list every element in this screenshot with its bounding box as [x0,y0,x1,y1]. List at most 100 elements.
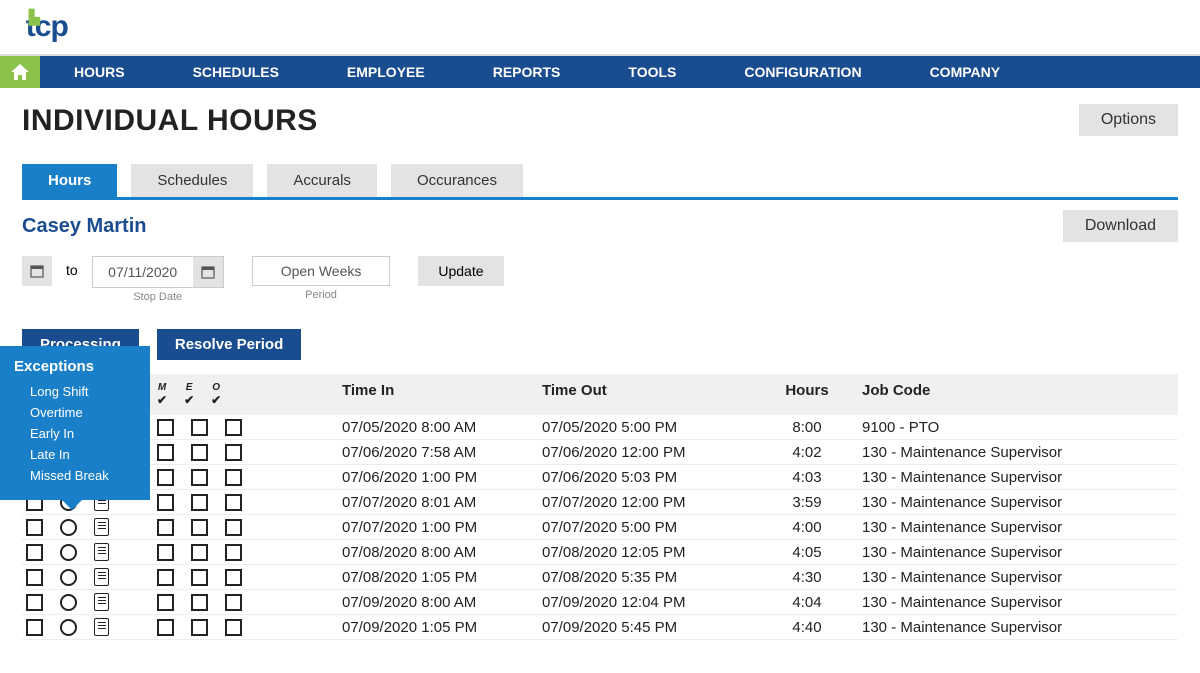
row-checkbox[interactable] [26,519,43,536]
cell-time-in: 07/07/2020 8:01 AM [342,494,542,511]
row-checkbox[interactable] [26,569,43,586]
status-indicator-icon[interactable] [60,544,77,561]
row-checkbox[interactable] [26,619,43,636]
approval-checkbox[interactable] [225,419,242,436]
resolve-period-button[interactable]: Resolve Period [157,329,301,360]
nav-employee[interactable]: EMPLOYEE [313,56,459,88]
employee-name: Casey Martin [22,215,147,238]
nav-hours[interactable]: HOURS [40,56,159,88]
note-icon[interactable] [94,518,109,536]
nav-schedules[interactable]: SCHEDULES [159,56,313,88]
period-caption: Period [305,289,337,301]
status-indicator-icon[interactable] [60,569,77,586]
tabs-row: Hours Schedules Accurals Occurances [22,164,1178,200]
cell-time-in: 07/08/2020 1:05 PM [342,569,542,586]
approval-checkbox[interactable] [191,419,208,436]
cell-time-out: 07/07/2020 12:00 PM [542,494,752,511]
stop-date-calendar-icon[interactable] [193,257,223,287]
stop-date-input[interactable] [93,258,193,286]
cell-hours: 4:02 [752,444,862,461]
table-row: 07/09/2020 1:05 PM07/09/2020 5:45 PM4:40… [22,615,1178,640]
exception-overtime[interactable]: Overtime [14,402,134,423]
update-button[interactable]: Update [418,256,503,286]
approval-checkbox[interactable] [225,494,242,511]
nav-company[interactable]: COMPANY [896,56,1035,88]
cell-hours: 4:30 [752,569,862,586]
approval-checkbox[interactable] [157,444,174,461]
table-row: 07/07/2020 1:00 PM07/07/2020 5:00 PM4:00… [22,515,1178,540]
cell-job-code: 130 - Maintenance Supervisor [862,619,1178,636]
cell-time-in: 07/06/2020 1:00 PM [342,469,542,486]
col-e-icon: E✔ [184,382,194,407]
start-date-calendar-icon[interactable] [22,256,52,286]
cell-time-out: 07/06/2020 5:03 PM [542,469,752,486]
approval-checkbox[interactable] [157,544,174,561]
home-button[interactable] [0,56,40,88]
tab-accurals[interactable]: Accurals [267,164,377,197]
nav-configuration[interactable]: CONFIGURATION [710,56,895,88]
cell-time-in: 07/07/2020 1:00 PM [342,519,542,536]
cell-hours: 3:59 [752,494,862,511]
approval-checkbox[interactable] [157,594,174,611]
status-indicator-icon[interactable] [60,519,77,536]
approval-checkbox[interactable] [191,594,208,611]
approval-checkbox[interactable] [225,594,242,611]
exception-early-in[interactable]: Early In [14,423,134,444]
cell-hours: 8:00 [752,419,862,436]
tab-occurances[interactable]: Occurances [391,164,523,197]
row-checkbox[interactable] [26,594,43,611]
cell-time-out: 07/08/2020 12:05 PM [542,544,752,561]
approval-checkbox[interactable] [225,469,242,486]
cell-job-code: 130 - Maintenance Supervisor [862,519,1178,536]
approval-checkbox[interactable] [225,444,242,461]
cell-time-in: 07/08/2020 8:00 AM [342,544,542,561]
tab-schedules[interactable]: Schedules [131,164,253,197]
exceptions-popup: Exceptions Long ShiftOvertimeEarly InLat… [0,346,150,500]
nav-reports[interactable]: REPORTS [459,56,595,88]
cell-time-out: 07/06/2020 12:00 PM [542,444,752,461]
exception-long-shift[interactable]: Long Shift [14,381,134,402]
approval-checkbox[interactable] [191,444,208,461]
nav-tools[interactable]: TOOLS [594,56,710,88]
col-o-icon: O✔ [211,382,221,407]
approval-checkbox[interactable] [157,494,174,511]
table-header: s M✔ E✔ O✔ Time In Time Out Hours Job Co… [22,374,1178,415]
approval-checkbox[interactable] [157,569,174,586]
note-icon[interactable] [94,568,109,586]
cell-job-code: 9100 - PTO [862,419,1178,436]
cell-time-in: 07/06/2020 7:58 AM [342,444,542,461]
approval-checkbox[interactable] [225,519,242,536]
row-checkbox[interactable] [26,544,43,561]
approval-checkbox[interactable] [225,544,242,561]
approval-checkbox[interactable] [191,469,208,486]
period-button[interactable]: Open Weeks [252,256,391,286]
cell-hours: 4:04 [752,594,862,611]
approval-checkbox[interactable] [191,569,208,586]
approval-checkbox[interactable] [191,519,208,536]
cell-job-code: 130 - Maintenance Supervisor [862,594,1178,611]
exception-late-in[interactable]: Late In [14,444,134,465]
status-indicator-icon[interactable] [60,619,77,636]
options-button[interactable]: Options [1079,104,1178,136]
approval-checkbox[interactable] [157,519,174,536]
tab-hours[interactable]: Hours [22,164,117,197]
approval-checkbox[interactable] [191,494,208,511]
action-row: ProcessingResolve Period [22,329,1178,360]
approval-checkbox[interactable] [157,469,174,486]
approval-checkbox[interactable] [225,569,242,586]
note-icon[interactable] [94,618,109,636]
cell-time-in: 07/05/2020 8:00 AM [342,419,542,436]
status-indicator-icon[interactable] [60,594,77,611]
approval-checkbox[interactable] [191,544,208,561]
download-button[interactable]: Download [1063,210,1178,242]
logo-bar: ▙tcp [0,0,1200,56]
approval-checkbox[interactable] [157,619,174,636]
approval-checkbox[interactable] [157,419,174,436]
table-row: 07/08/2020 1:05 PM07/08/2020 5:35 PM4:30… [22,565,1178,590]
hours-table: s M✔ E✔ O✔ Time In Time Out Hours Job Co… [22,374,1178,640]
note-icon[interactable] [94,593,109,611]
exception-missed-break[interactable]: Missed Break [14,465,134,486]
approval-checkbox[interactable] [191,619,208,636]
note-icon[interactable] [94,543,109,561]
approval-checkbox[interactable] [225,619,242,636]
